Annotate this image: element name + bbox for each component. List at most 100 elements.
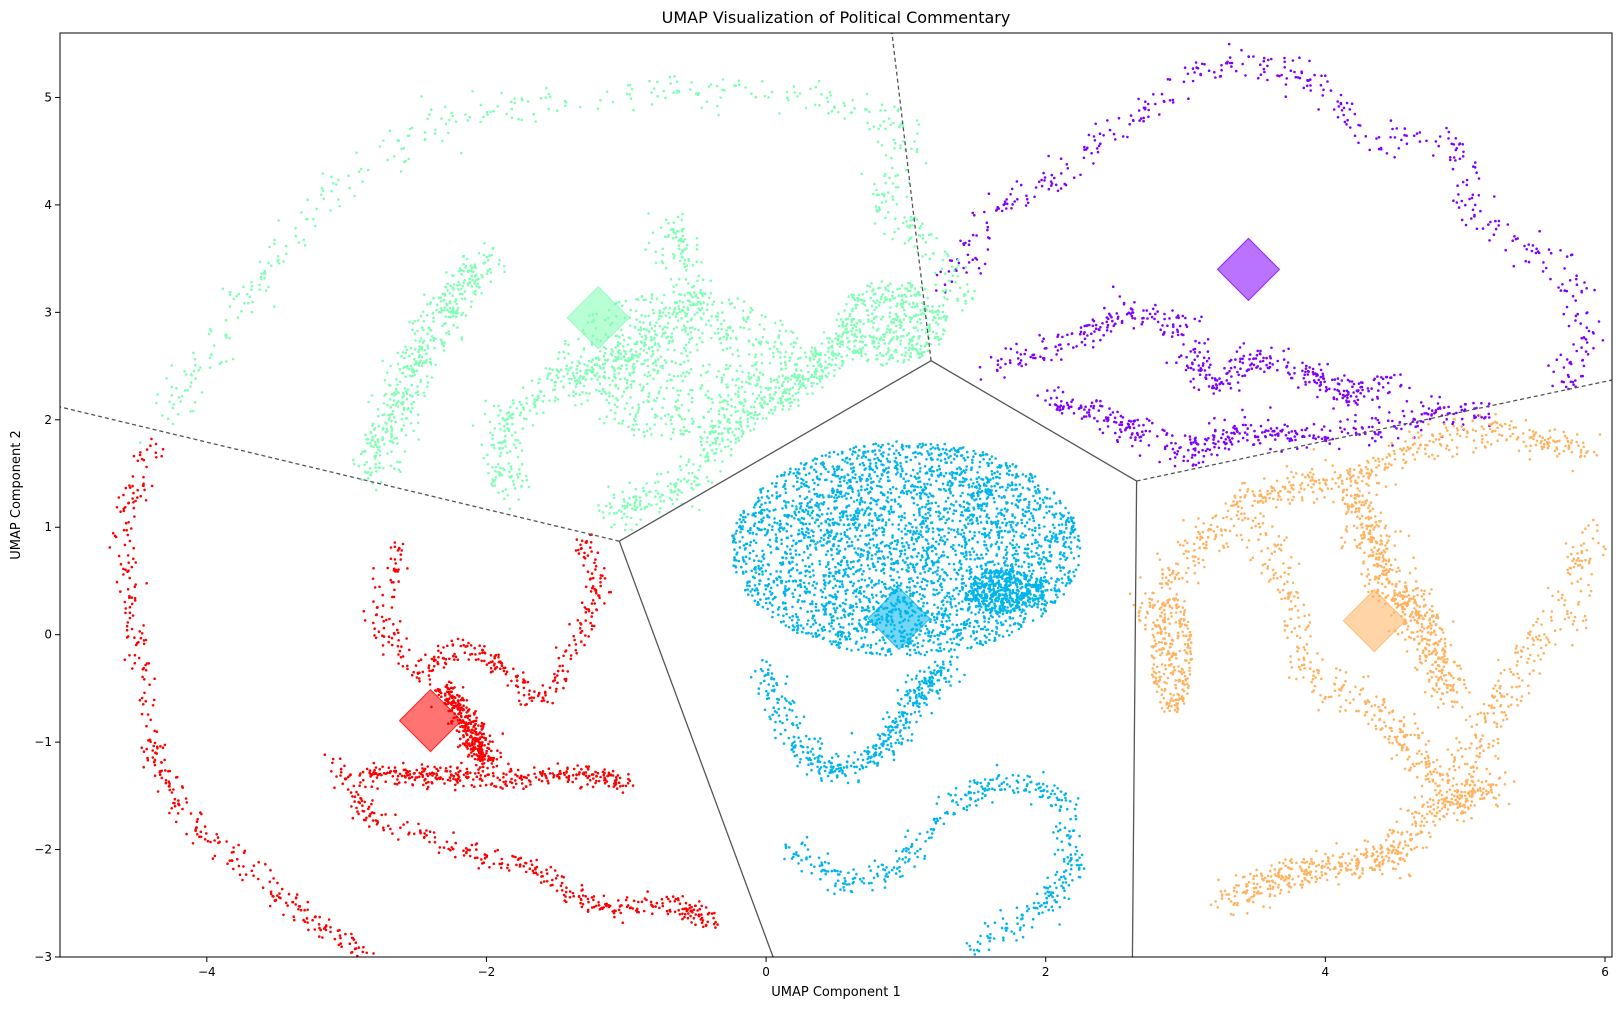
data-point — [905, 492, 909, 496]
data-point — [883, 469, 887, 472]
data-point — [999, 908, 1002, 912]
data-point — [1448, 156, 1452, 159]
data-point — [947, 680, 951, 683]
data-point — [910, 733, 914, 736]
data-point — [1101, 322, 1104, 325]
data-point — [745, 584, 749, 587]
data-point — [1419, 401, 1423, 404]
data-point — [948, 449, 951, 453]
data-point — [1461, 180, 1465, 184]
data-point — [1078, 406, 1081, 410]
data-point — [928, 684, 932, 687]
data-point — [1224, 442, 1227, 446]
data-point — [1109, 413, 1112, 417]
data-point — [1121, 135, 1125, 138]
data-point — [827, 760, 831, 763]
data-point — [998, 526, 1002, 529]
data-point — [849, 764, 853, 768]
data-point — [1037, 523, 1041, 527]
data-point — [808, 565, 811, 568]
data-point — [908, 580, 911, 584]
data-point — [897, 451, 901, 455]
data-point — [830, 625, 833, 628]
data-point — [809, 758, 813, 762]
data-point — [936, 458, 939, 461]
data-point — [931, 676, 935, 680]
data-point — [1235, 427, 1238, 430]
data-point — [919, 533, 923, 536]
data-point — [1230, 443, 1234, 446]
data-point — [852, 591, 855, 595]
data-point — [847, 523, 851, 526]
data-point — [761, 669, 764, 673]
data-point — [1177, 316, 1180, 320]
data-point — [1240, 48, 1243, 52]
data-point — [929, 483, 932, 487]
data-point — [783, 514, 787, 517]
data-point — [1198, 351, 1201, 354]
data-point — [954, 793, 957, 797]
data-point — [1022, 536, 1025, 539]
data-point — [1420, 413, 1424, 416]
data-point — [890, 868, 894, 872]
data-point — [1371, 436, 1374, 440]
data-point — [936, 637, 940, 641]
data-point — [1261, 359, 1265, 363]
data-point — [836, 465, 839, 469]
data-point — [1340, 379, 1344, 382]
data-point — [908, 589, 911, 592]
data-point — [870, 519, 874, 523]
data-point — [1072, 557, 1076, 560]
data-point — [1280, 73, 1283, 77]
data-point — [987, 192, 991, 195]
data-point — [774, 736, 777, 740]
data-point — [1072, 346, 1075, 349]
data-point — [824, 574, 827, 577]
data-point — [800, 516, 804, 520]
data-point — [911, 563, 914, 566]
data-point — [943, 570, 946, 574]
data-point — [942, 515, 945, 518]
data-point — [775, 570, 778, 573]
data-point — [1046, 886, 1050, 890]
data-point — [1024, 534, 1027, 537]
data-point — [883, 582, 887, 586]
data-point — [1042, 171, 1045, 175]
data-point — [962, 266, 965, 270]
data-point — [1062, 405, 1065, 408]
data-point — [770, 482, 774, 485]
data-point — [744, 515, 747, 519]
data-point — [1015, 523, 1018, 527]
data-point — [1041, 794, 1045, 797]
data-point — [1142, 309, 1145, 312]
data-point — [854, 551, 858, 554]
data-point — [895, 440, 898, 443]
data-point — [790, 618, 794, 622]
data-point — [1174, 442, 1177, 445]
data-point — [929, 521, 933, 525]
data-point — [983, 210, 986, 214]
data-point — [1070, 551, 1073, 554]
data-point — [1152, 93, 1155, 96]
data-point — [1106, 323, 1110, 327]
data-point — [985, 520, 989, 523]
data-point — [942, 474, 946, 478]
data-point — [1001, 623, 1005, 626]
data-point — [882, 528, 886, 531]
data-point — [1360, 385, 1364, 389]
data-point — [1416, 424, 1419, 428]
data-point — [881, 562, 884, 566]
data-point — [1320, 74, 1323, 78]
data-point — [1591, 331, 1595, 334]
data-point — [1029, 803, 1033, 806]
data-point — [912, 591, 916, 595]
data-point — [880, 755, 884, 759]
data-point — [1053, 881, 1057, 885]
data-point — [816, 495, 819, 498]
data-point — [830, 756, 834, 759]
data-point — [918, 702, 921, 705]
data-point — [751, 532, 754, 535]
data-point — [811, 616, 814, 620]
data-point — [902, 491, 905, 495]
data-point — [1000, 496, 1004, 499]
